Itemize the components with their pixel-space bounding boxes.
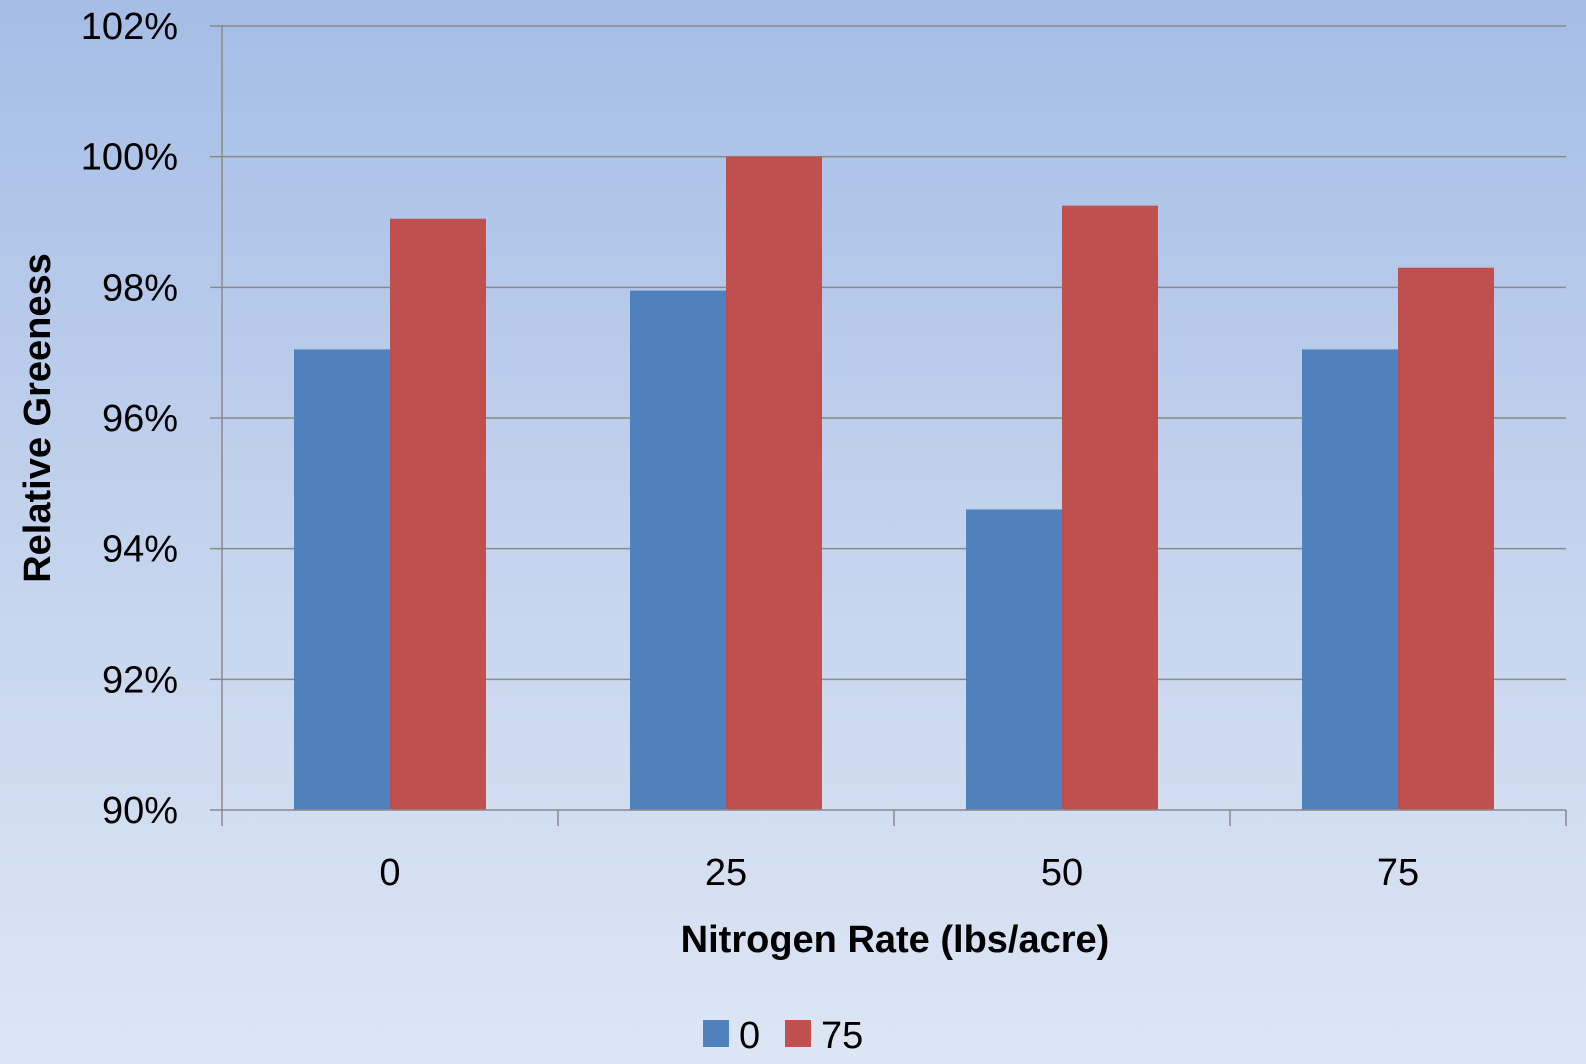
bar-series-0-cat-75	[1302, 349, 1398, 810]
bars	[294, 156, 1494, 811]
y-tick-label: 100%	[81, 137, 178, 179]
bar-series-0-cat-50	[966, 509, 1062, 810]
legend-swatch-75	[785, 1020, 811, 1047]
bar-series-75-cat-25	[726, 156, 822, 810]
bar-series-0-cat-25	[630, 290, 726, 811]
bar-series-0-cat-0	[294, 349, 390, 810]
y-tick-label: 98%	[102, 267, 178, 309]
legend-label-75: 75	[821, 1015, 863, 1057]
y-tick-label: 92%	[102, 659, 178, 701]
x-axis-title: Nitrogen Rate (lbs/acre)	[681, 919, 1110, 961]
y-tick-label: 96%	[102, 398, 178, 440]
x-tick-labels: 0 25 50 75	[379, 852, 1419, 894]
bar-series-75-cat-0	[390, 218, 486, 810]
x-tick-label: 0	[379, 852, 400, 894]
legend-label-0: 0	[739, 1015, 760, 1057]
y-tick-label: 90%	[102, 790, 178, 832]
bar-series-75-cat-75	[1398, 267, 1494, 810]
legend: 0 75	[703, 1015, 863, 1057]
y-tick-label: 94%	[102, 529, 178, 571]
axes	[210, 25, 1567, 826]
x-tick-label: 50	[1041, 852, 1083, 894]
legend-swatch-0	[703, 1020, 729, 1047]
y-tick-labels: 90% 92% 94% 96% 98% 100% 102%	[81, 6, 178, 832]
y-tick-label: 102%	[81, 6, 178, 48]
x-tick-label: 75	[1377, 852, 1419, 894]
bar-series-75-cat-50	[1062, 205, 1158, 810]
y-axis-title: Relative Greeness	[17, 253, 59, 583]
x-tick-label: 25	[705, 852, 747, 894]
